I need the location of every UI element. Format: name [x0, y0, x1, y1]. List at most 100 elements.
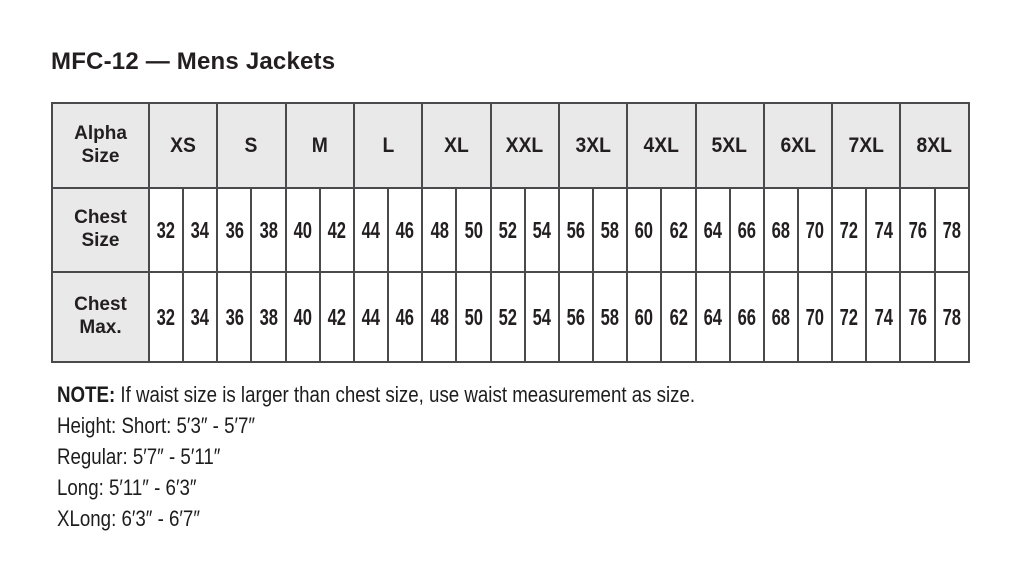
waist-note: NOTE: If waist size is larger than chest…: [57, 384, 879, 406]
chest-max-value: 50: [464, 303, 483, 330]
chest-max-cell: 42: [318, 271, 355, 363]
alpha-size-label: 3XL: [575, 133, 611, 157]
size-chart-table: Alpha Size XS S M L XL XXL 3XL 4XL 5XL 6XL 7XL 8XL Ch…: [51, 102, 971, 363]
alpha-size-cell: 5XL: [694, 102, 765, 189]
page-title: MFC-12 — Mens Jackets: [51, 48, 336, 75]
chest-size-value: 42: [327, 216, 347, 243]
chest-size-cell: 70: [796, 187, 834, 273]
chest-size-value: 60: [635, 216, 654, 243]
chest-max-value: 32: [156, 303, 176, 330]
chest-max-cell: 36: [216, 271, 253, 363]
alpha-size-label: M: [311, 133, 328, 157]
chest-size-cell: 78: [933, 187, 971, 273]
chest-size-cell: 58: [592, 187, 629, 273]
chest-size-value: 64: [703, 216, 722, 243]
chest-max-cell: 68: [762, 271, 799, 363]
height-note-long: Long: 5′11″ - 6′3″: [57, 475, 197, 500]
table-row: Chest Max. 32 34 36 38 40 42 44 46 48 50 52 54 56 58 60…: [51, 271, 971, 363]
chest-max-cell: 48: [421, 271, 458, 363]
chest-max-cell: 56: [557, 271, 595, 363]
chest-size-value: 32: [156, 216, 176, 243]
chest-max-value: 42: [327, 303, 347, 330]
chest-size-cell: 50: [455, 187, 492, 273]
chest-max-value: 60: [635, 303, 654, 330]
size-chart-table-body: Alpha Size XS S M L XL XXL 3XL 4XL 5XL 6XL 7XL 8XL Ch…: [51, 102, 971, 363]
chest-size-value: 54: [532, 216, 552, 243]
alpha-size-cell: 8XL: [899, 102, 970, 189]
alpha-size-label: XS: [170, 133, 197, 157]
chest-size-value: 70: [805, 216, 825, 243]
chest-size-cell: 74: [865, 187, 902, 273]
alpha-size-cell: M: [284, 102, 355, 189]
chest-max-value: 52: [498, 303, 517, 330]
alpha-size-label: L: [382, 133, 394, 157]
chest-size-cell: 52: [489, 187, 526, 273]
chest-size-cell: 72: [831, 187, 868, 273]
chest-max-value: 38: [259, 303, 278, 330]
chest-size-value: 74: [874, 216, 893, 243]
chest-size-cell: 56: [557, 187, 595, 273]
chest-size-cell: 40: [284, 187, 321, 273]
chest-max-value: 68: [771, 303, 791, 330]
chest-size-value: 34: [191, 216, 210, 243]
notes-section: NOTE: If waist size is larger than chest…: [57, 384, 1024, 530]
chest-size-cell: 42: [318, 187, 355, 273]
note-text: If waist size is larger than chest size,…: [120, 382, 696, 407]
chest-max-value: 56: [566, 303, 586, 330]
alpha-size-label: XL: [444, 133, 469, 157]
chest-size-value: 36: [225, 216, 244, 243]
alpha-size-cell: 6XL: [762, 102, 834, 189]
chest-max-value: 58: [600, 303, 620, 330]
alpha-size-label: 6XL: [780, 133, 816, 157]
chest-size-value: 66: [737, 216, 756, 243]
chest-size-value: 50: [464, 216, 483, 243]
chest-size-cell: 66: [728, 187, 765, 273]
chest-max-value: 36: [225, 303, 244, 330]
chest-max-value: 34: [191, 303, 210, 330]
chest-max-cell: 52: [489, 271, 526, 363]
chest-max-cell: 78: [933, 271, 971, 363]
chest-max-cell: 76: [899, 271, 936, 363]
row-header: Chest Size: [51, 187, 150, 273]
chest-size-cell: 34: [182, 187, 219, 273]
chest-max-cell: 58: [592, 271, 629, 363]
chest-size-cell: 44: [352, 187, 390, 273]
chest-size-cell: 62: [660, 187, 697, 273]
chest-max-value: 48: [430, 303, 449, 330]
row-header: Alpha Size: [51, 102, 150, 189]
alpha-size-label: 8XL: [916, 133, 953, 157]
chest-max-cell: 64: [694, 271, 731, 363]
chest-max-cell: 66: [728, 271, 765, 363]
alpha-size-label: 5XL: [711, 133, 748, 157]
chest-size-cell: 48: [421, 187, 458, 273]
height-note-xlong: XLong: 6′3″ - 6′7″: [57, 506, 200, 531]
chest-max-cell: 34: [182, 271, 219, 363]
alpha-size-label: 7XL: [848, 133, 884, 157]
height-note-regular: Regular: 5′7″ - 5′11″: [57, 444, 221, 469]
chest-size-cell: 64: [694, 187, 731, 273]
chest-max-value: 62: [669, 303, 688, 330]
chest-max-cell: 46: [387, 271, 424, 363]
alpha-size-label: XXL: [505, 133, 544, 157]
chest-max-value: 54: [532, 303, 552, 330]
alpha-size-label: 4XL: [643, 133, 680, 157]
alpha-size-cell: S: [216, 102, 287, 189]
chest-size-value: 52: [498, 216, 517, 243]
chest-max-cell: 38: [250, 271, 287, 363]
chest-size-value: 48: [430, 216, 449, 243]
chest-max-cell: 62: [660, 271, 697, 363]
chest-size-cell: 76: [899, 187, 936, 273]
chest-max-cell: 54: [523, 271, 560, 363]
chest-max-value: 46: [395, 303, 415, 330]
row-header: Chest Max.: [51, 271, 150, 363]
chest-size-value: 58: [600, 216, 620, 243]
chest-max-cell: 70: [796, 271, 834, 363]
alpha-size-label: S: [245, 133, 258, 157]
chest-size-value: 46: [395, 216, 415, 243]
chest-size-value: 38: [259, 216, 278, 243]
chest-max-value: 72: [839, 303, 859, 330]
chest-max-cell: 32: [147, 271, 185, 363]
chest-size-cell: 54: [523, 187, 560, 273]
chest-size-value: 76: [908, 216, 927, 243]
